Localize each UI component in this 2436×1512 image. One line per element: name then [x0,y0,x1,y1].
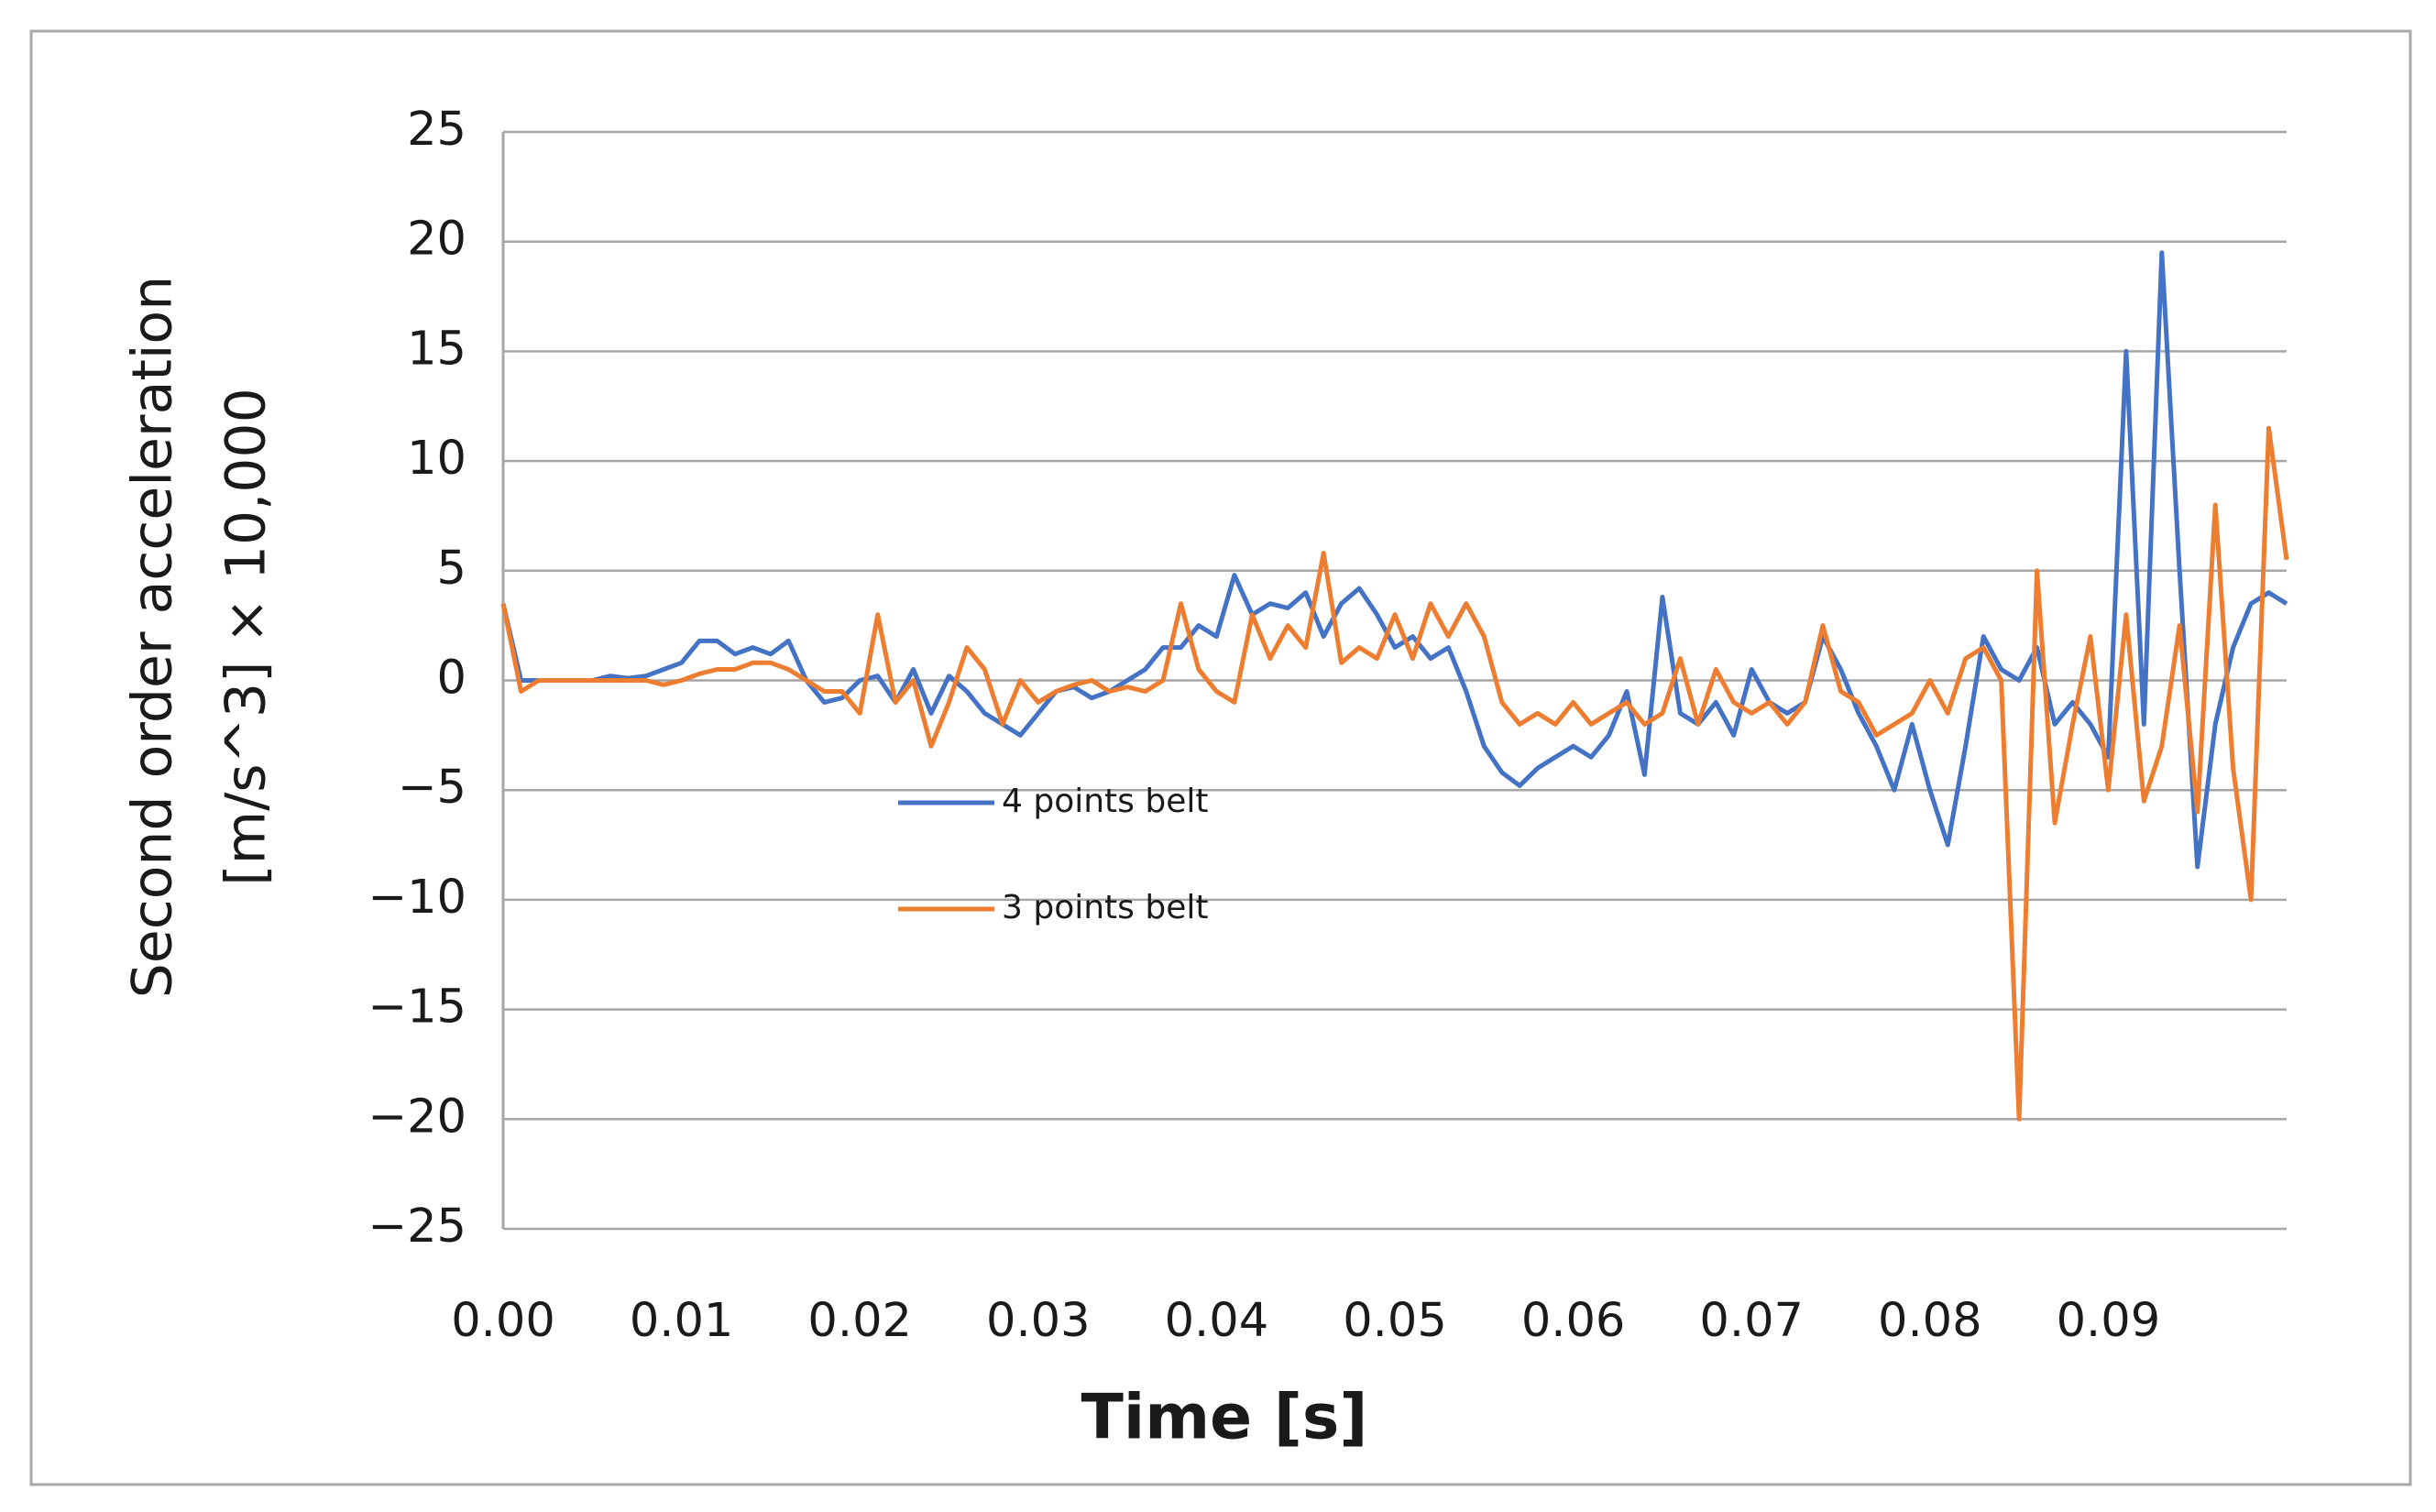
x-tick-label: 0.08 [1878,1294,1982,1348]
y-axis-title-line: [m/s^3] × 10,000 [214,388,279,886]
y-tick-label: 15 [407,322,466,376]
data-line [500,425,2289,1122]
x-tick-label: 0.03 [986,1294,1091,1348]
data-line [500,250,2288,870]
x-tick-label: 0.09 [2057,1294,2161,1348]
x-tick-label: 0.01 [630,1294,734,1348]
y-tick-label: −10 [368,871,466,925]
x-tick-label: 0.06 [1521,1294,1626,1348]
y-axis-title: Second order acceleration [m/s^3] × 10,0… [121,276,279,999]
y-tick-label: 0 [437,652,466,706]
x-tick-label: 0.07 [1699,1294,1804,1348]
y-tick-label: −25 [368,1200,466,1254]
x-axis-title: Time [s] [1081,1382,1368,1454]
x-tick-label: 0.04 [1165,1294,1269,1348]
y-tick-label: 20 [407,213,466,267]
x-tick-label: 0.00 [451,1294,555,1348]
chart-frame [29,29,2412,1486]
legend-label: 3 points belt [1002,889,1208,926]
x-tick-label: 0.02 [807,1294,912,1348]
y-tick-label: 10 [407,432,466,486]
x-tick-label: 0.05 [1343,1294,1447,1348]
legend-label: 4 points belt [1002,783,1208,820]
y-axis-title-line: Second order acceleration [121,276,185,999]
y-tick-label: 25 [407,103,466,157]
y-tick-label: 5 [437,542,466,596]
y-tick-label: −20 [368,1090,466,1144]
y-tick-label: −5 [398,761,466,815]
y-tick-label: −15 [368,981,466,1035]
